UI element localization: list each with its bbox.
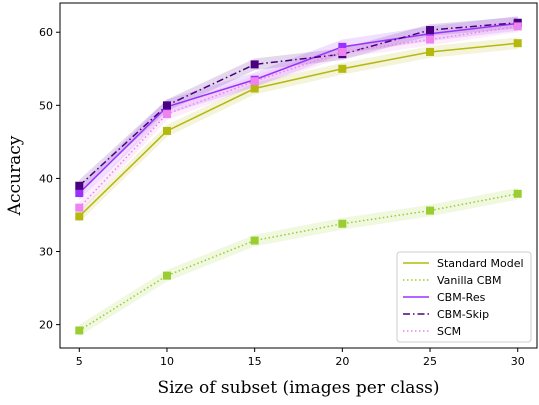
point-series-0-x10 — [162, 126, 171, 135]
x-tick-label: 10 — [160, 355, 174, 368]
point-series-1-x30 — [513, 189, 522, 198]
point-series-2-x20 — [338, 42, 347, 51]
legend-label-0: Standard Model — [437, 257, 524, 270]
x-tick-label: 30 — [511, 355, 525, 368]
point-series-3-x5 — [75, 181, 84, 190]
point-series-3-x10 — [162, 101, 171, 110]
point-series-0-x5 — [75, 212, 84, 221]
y-tick-label: 50 — [39, 99, 53, 112]
point-series-0-x25 — [426, 47, 435, 56]
point-series-1-x5 — [75, 326, 84, 335]
line-series-2 — [78, 22, 518, 194]
legend-label-2: CBM-Res — [437, 291, 486, 304]
x-tick-label: 20 — [335, 355, 349, 368]
y-axis-ticks: 20 30 40 50 60 — [39, 26, 60, 332]
point-series-1-x25 — [426, 206, 435, 215]
y-tick-label: 60 — [39, 26, 53, 39]
point-series-0-x15 — [250, 84, 259, 93]
plot-frame — [59, 2, 538, 349]
legend-label-3: CBM-Skip — [437, 308, 489, 321]
x-tick-label: 5 — [76, 355, 83, 368]
line-series-0 — [78, 42, 518, 217]
point-series-2-x5 — [75, 189, 84, 198]
y-tick-label: 20 — [39, 319, 53, 332]
point-series-1-x20 — [338, 219, 347, 228]
line-series-3 — [78, 21, 518, 187]
point-series-4-x30 — [513, 22, 522, 31]
x-axis-title: Size of subset (images per class) — [157, 378, 439, 398]
point-series-4-x25 — [426, 35, 435, 44]
legend-label-1: Vanilla CBM — [437, 274, 502, 287]
point-series-3-x15 — [250, 60, 259, 69]
y-tick-label: 40 — [39, 172, 53, 185]
point-series-1-x10 — [162, 271, 171, 280]
legend-label-4: SCM — [437, 325, 461, 338]
point-series-4-x15 — [250, 77, 259, 86]
series-lines — [78, 21, 518, 332]
y-tick-label: 30 — [39, 246, 53, 259]
line-series-4 — [78, 25, 518, 209]
point-series-4-x20 — [338, 47, 347, 56]
x-axis-ticks: 5 10 15 20 25 30 — [76, 348, 525, 368]
point-series-0-x20 — [338, 64, 347, 73]
y-axis-title: Accuracy — [5, 135, 25, 216]
point-series-4-x10 — [162, 110, 171, 119]
x-tick-label: 15 — [248, 355, 262, 368]
series-markers — [75, 18, 522, 335]
point-series-0-x30 — [513, 39, 522, 48]
band-series-2 — [79, 16, 518, 201]
point-series-4-x5 — [75, 203, 84, 212]
legend-box — [396, 251, 532, 343]
x-tick-label: 25 — [423, 355, 437, 368]
point-series-3-x25 — [426, 26, 435, 35]
band-series-3 — [79, 16, 518, 192]
point-series-1-x15 — [250, 236, 259, 245]
legend: Standard Model Vanilla CBM CBM-Res CBM-Skip… — [396, 251, 532, 343]
